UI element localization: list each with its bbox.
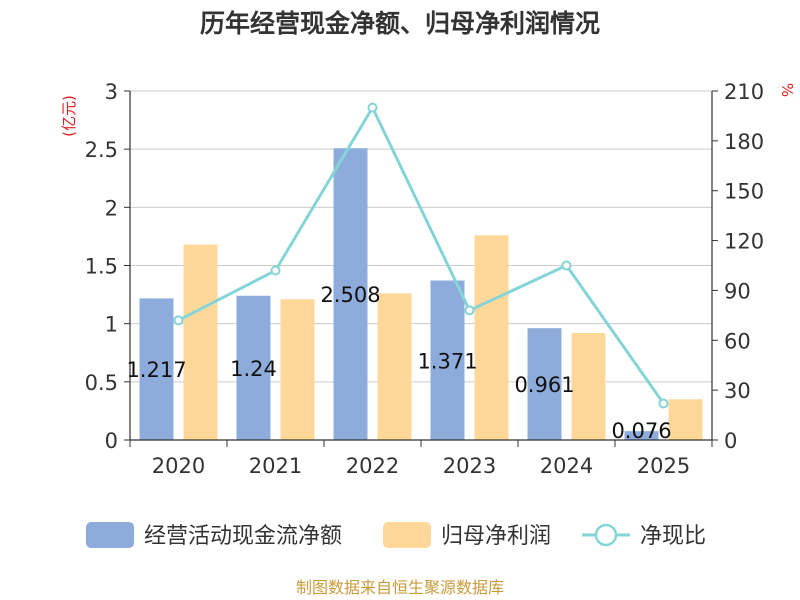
legend-label: 净现比	[640, 524, 706, 549]
right-tick-label: 0	[724, 429, 737, 453]
cashflow-data-label: 1.24	[230, 357, 277, 381]
legend-swatch	[383, 522, 431, 548]
legend-item-cashflow[interactable]: 经营活动现金流净额	[86, 522, 342, 549]
bar-cashflow	[527, 328, 562, 440]
data-source-note: 制图数据来自恒生聚源数据库	[296, 578, 504, 597]
left-tick-label: 1	[105, 313, 118, 337]
legend-item-ratio[interactable]: 净现比	[582, 523, 706, 549]
right-tick-label: 60	[724, 329, 751, 353]
cashflow-data-label: 2.508	[320, 283, 380, 307]
chart-title: 历年经营现金净额、归母净利润情况	[200, 9, 600, 38]
bar-cashflow	[139, 298, 174, 440]
bar-net-profit	[668, 399, 703, 440]
cashflow-data-label: 0.076	[611, 419, 671, 443]
bar-net-profit	[571, 332, 606, 440]
cashflow-data-label: 1.217	[126, 358, 186, 382]
ratio-point	[464, 305, 475, 316]
right-tick-label: 180	[724, 130, 764, 154]
ratio-point	[658, 398, 669, 409]
left-tick-label: 1.5	[85, 255, 118, 279]
grid-lines	[130, 90, 712, 383]
legend-item-net-profit[interactable]: 归母净利润	[383, 522, 551, 549]
legend-marker	[594, 523, 618, 547]
ratio-point	[561, 260, 572, 271]
right-tick-label: 30	[724, 379, 751, 403]
legend[interactable]: 经营活动现金流净额 归母净利润 净现比	[86, 522, 706, 549]
bar-cashflow	[333, 148, 368, 440]
bar-series	[139, 148, 703, 440]
legend-label: 经营活动现金流净额	[144, 524, 342, 549]
x-tick-label: 2023	[443, 454, 496, 478]
bar-net-profit	[474, 235, 509, 440]
right-tick-label: 90	[724, 279, 751, 303]
bar-cashflow	[236, 295, 271, 440]
cashflow-data-label: 0.961	[514, 373, 574, 397]
ratio-point	[367, 102, 378, 113]
x-tick-label: 2024	[540, 454, 593, 478]
left-tick-label: 2.5	[85, 138, 118, 162]
data-labels: 1.217 1.24 2.508 1.371 0.961 0.076	[126, 283, 671, 443]
ratio-line	[177, 104, 665, 405]
right-axis-unit: %	[778, 83, 796, 97]
x-tick-label: 2025	[637, 454, 690, 478]
left-tick-label: 0	[105, 429, 118, 453]
legend-swatch	[86, 522, 134, 548]
bar-net-profit	[377, 293, 412, 440]
left-tick-label: 3	[105, 80, 118, 104]
right-tick-label: 150	[724, 180, 764, 204]
x-tick-label: 2020	[152, 454, 205, 478]
ratio-line-series	[173, 102, 669, 409]
left-tick-label: 0.5	[85, 371, 118, 395]
bar-net-profit	[183, 244, 218, 440]
ratio-point	[173, 315, 184, 326]
bar-cashflow	[624, 431, 659, 440]
right-tick-label: 210	[724, 80, 764, 104]
legend-label: 归母净利润	[441, 524, 551, 549]
bar-cashflow	[430, 280, 465, 440]
right-tick-label: 120	[724, 230, 764, 254]
bar-net-profit	[280, 299, 315, 440]
left-axis-unit: (亿元)	[60, 95, 78, 137]
x-tick-label: 2022	[346, 454, 399, 478]
ratio-point	[270, 265, 281, 276]
cashflow-data-label: 1.371	[417, 349, 477, 373]
left-tick-label: 2	[105, 196, 118, 220]
x-tick-label: 2021	[249, 454, 302, 478]
